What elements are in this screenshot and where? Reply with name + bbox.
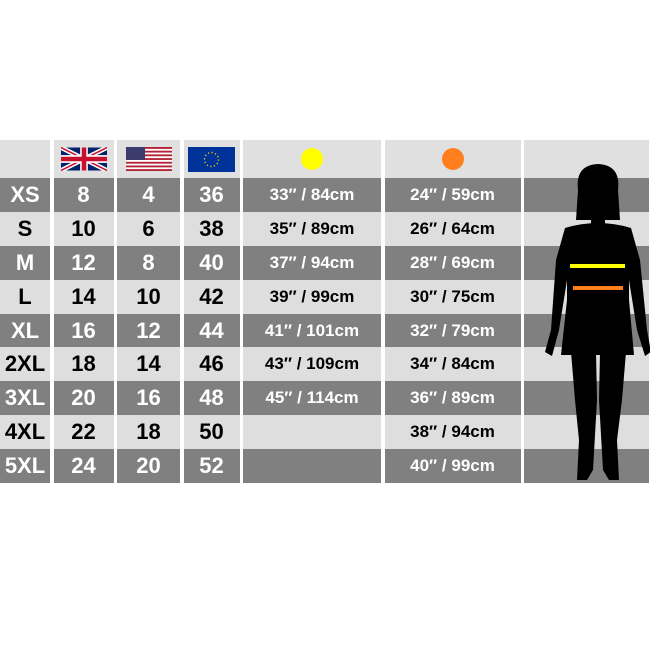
us-flag-icon [125,147,172,171]
cell-bust: 39″ / 99cm [243,279,381,314]
cell-bust [243,449,381,484]
cell-size: 5XL [0,449,50,484]
cell-eu: 40 [183,245,240,280]
cell-figure [524,381,649,416]
cell-bust: 37″ / 94cm [243,245,381,280]
cell-us: 20 [117,449,180,484]
cell-figure [524,211,649,246]
cell-eu: 44 [183,313,240,348]
cell-waist: 38″ / 94cm [384,415,521,450]
header-figure [524,140,649,178]
cell-uk: 12 [53,245,114,280]
cell-us: 4 [117,178,180,212]
header-uk [53,140,114,178]
waist-color-dot [441,148,464,170]
cell-size: XS [0,178,50,212]
cell-size: M [0,245,50,280]
cell-size: S [0,211,50,246]
cell-uk: 10 [53,211,114,246]
cell-uk: 8 [53,178,114,212]
cell-size: L [0,279,50,314]
cell-waist: 36″ / 89cm [384,381,521,416]
cell-us: 16 [117,381,180,416]
header-blank [0,140,50,178]
cell-eu: 52 [183,449,240,484]
cell-bust: 43″ / 109cm [243,347,381,382]
cell-figure [524,279,649,314]
cell-figure [524,415,649,450]
cell-bust: 35″ / 89cm [243,211,381,246]
header-waist [384,140,521,178]
cell-figure [524,347,649,382]
cell-figure [524,313,649,348]
cell-waist: 30″ / 75cm [384,279,521,314]
cell-eu: 38 [183,211,240,246]
cell-eu: 42 [183,279,240,314]
cell-eu: 36 [183,178,240,212]
cell-us: 6 [117,211,180,246]
cell-waist: 34″ / 84cm [384,347,521,382]
cell-eu: 48 [183,381,240,416]
header-eu [183,140,240,178]
header-us [117,140,180,178]
cell-us: 12 [117,313,180,348]
header-bust [243,140,381,178]
cell-us: 8 [117,245,180,280]
cell-waist: 24″ / 59cm [384,178,521,212]
cell-waist: 32″ / 79cm [384,313,521,348]
bust-color-dot [301,148,323,170]
cell-bust: 33″ / 84cm [243,178,381,212]
cell-bust: 41″ / 101cm [243,313,381,348]
eu-flag-icon [188,146,235,172]
cell-uk: 20 [53,381,114,416]
cell-us: 18 [117,415,180,450]
cell-figure [524,449,649,484]
uk-flag-icon [60,147,107,171]
cell-bust: 45″ / 114cm [243,381,381,416]
cell-waist: 28″ / 69cm [384,245,521,280]
cell-figure [524,245,649,280]
cell-us: 14 [117,347,180,382]
cell-uk: 22 [53,415,114,450]
cell-waist: 40″ / 99cm [384,449,521,484]
cell-uk: 18 [53,347,114,382]
cell-size: 4XL [0,415,50,450]
cell-uk: 24 [53,449,114,484]
size-chart-table: XS 8 4 36 33″ / 84cm 24″ / 59cm S 10 6 38 35″ / 89… [0,140,650,484]
cell-waist: 26″ / 64cm [384,211,521,246]
cell-eu: 46 [183,347,240,382]
cell-size: XL [0,313,50,348]
cell-figure [524,178,649,212]
cell-uk: 16 [53,313,114,348]
cell-us: 10 [117,279,180,314]
cell-size: 2XL [0,347,50,382]
cell-eu: 50 [183,415,240,450]
cell-uk: 14 [53,279,114,314]
cell-bust [243,415,381,450]
cell-size: 3XL [0,381,50,416]
